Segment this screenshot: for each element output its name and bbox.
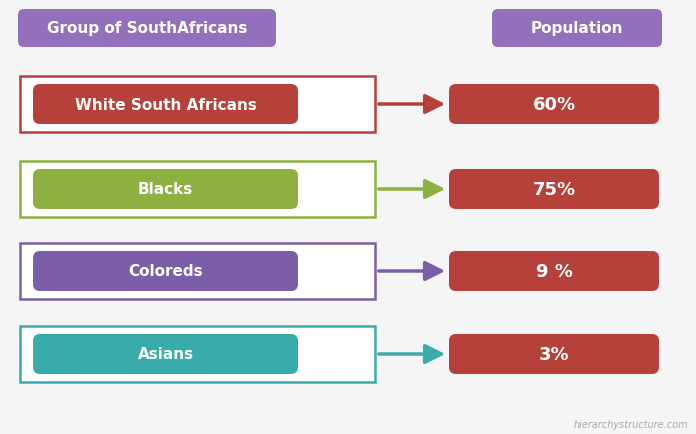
Text: 9 %: 9 %: [535, 263, 572, 280]
FancyBboxPatch shape: [449, 251, 659, 291]
Text: Population: Population: [531, 21, 623, 36]
Text: Group of SouthAfricans: Group of SouthAfricans: [47, 21, 247, 36]
Text: Coloreds: Coloreds: [128, 264, 203, 279]
Text: hierarchystructure.com: hierarchystructure.com: [574, 419, 688, 429]
FancyBboxPatch shape: [449, 85, 659, 125]
FancyBboxPatch shape: [33, 334, 298, 374]
FancyBboxPatch shape: [33, 251, 298, 291]
FancyBboxPatch shape: [449, 170, 659, 210]
Bar: [20, 77, 375, 133]
FancyBboxPatch shape: [18, 10, 276, 48]
Text: 60%: 60%: [532, 96, 576, 114]
Text: Asians: Asians: [137, 347, 193, 362]
FancyBboxPatch shape: [33, 85, 298, 125]
Text: White South Africans: White South Africans: [74, 97, 256, 112]
FancyBboxPatch shape: [449, 334, 659, 374]
Text: 3%: 3%: [539, 345, 569, 363]
Text: 75%: 75%: [532, 181, 576, 198]
FancyBboxPatch shape: [492, 10, 662, 48]
Bar: [20, 161, 375, 217]
FancyBboxPatch shape: [33, 170, 298, 210]
Text: Blacks: Blacks: [138, 182, 193, 197]
Bar: [20, 326, 375, 382]
Bar: [20, 243, 375, 299]
